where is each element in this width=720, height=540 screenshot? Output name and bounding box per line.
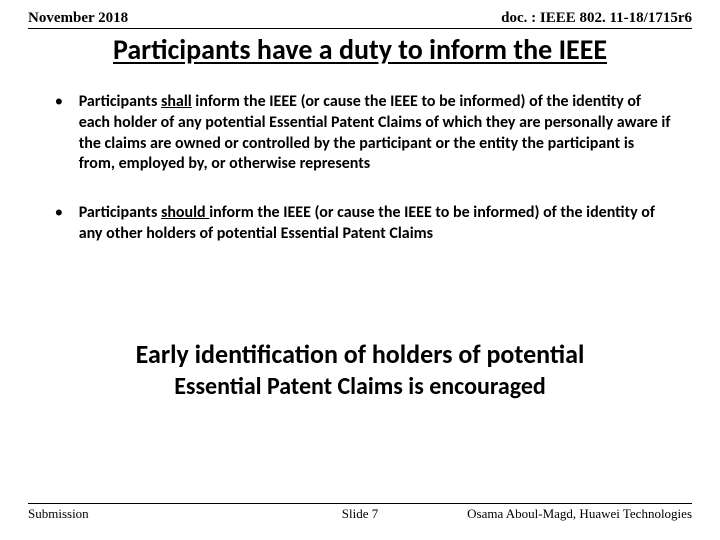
bullet-text: Participants should inform the IEEE (or … bbox=[79, 203, 672, 245]
header-bar: November 2018 doc. : IEEE 802. 11-18/171… bbox=[28, 10, 692, 29]
bullet-item: • Participants shall inform the IEEE (or… bbox=[55, 92, 672, 175]
bullet-prefix: Participants bbox=[79, 203, 161, 222]
bullet-marker: • bbox=[55, 92, 63, 175]
bullet-underlined: shall bbox=[161, 92, 192, 111]
bullet-underlined: should bbox=[161, 203, 209, 222]
bullet-text: Participants shall inform the IEEE (or c… bbox=[79, 92, 672, 175]
bullet-marker: • bbox=[55, 203, 63, 245]
closing-line2: Essential Patent Claims is encouraged bbox=[0, 372, 720, 401]
footer-left: Submission bbox=[28, 506, 89, 522]
closing-statement: Early identification of holders of poten… bbox=[0, 338, 720, 401]
closing-line1: Early identification of holders of poten… bbox=[0, 338, 720, 370]
bullet-prefix: Participants bbox=[79, 92, 161, 111]
bullet-list: • Participants shall inform the IEEE (or… bbox=[55, 92, 672, 273]
footer-center: Slide 7 bbox=[342, 506, 378, 522]
bullet-item: • Participants should inform the IEEE (o… bbox=[55, 203, 672, 245]
header-date: November 2018 bbox=[28, 10, 128, 27]
footer-bar: Submission Slide 7 Osama Aboul-Magd, Hua… bbox=[28, 503, 692, 522]
header-docnum: doc. : IEEE 802. 11-18/1715r6 bbox=[501, 10, 692, 27]
page-title: Participants have a duty to inform the I… bbox=[0, 32, 720, 67]
footer-right: Osama Aboul-Magd, Huawei Technologies bbox=[467, 506, 692, 522]
